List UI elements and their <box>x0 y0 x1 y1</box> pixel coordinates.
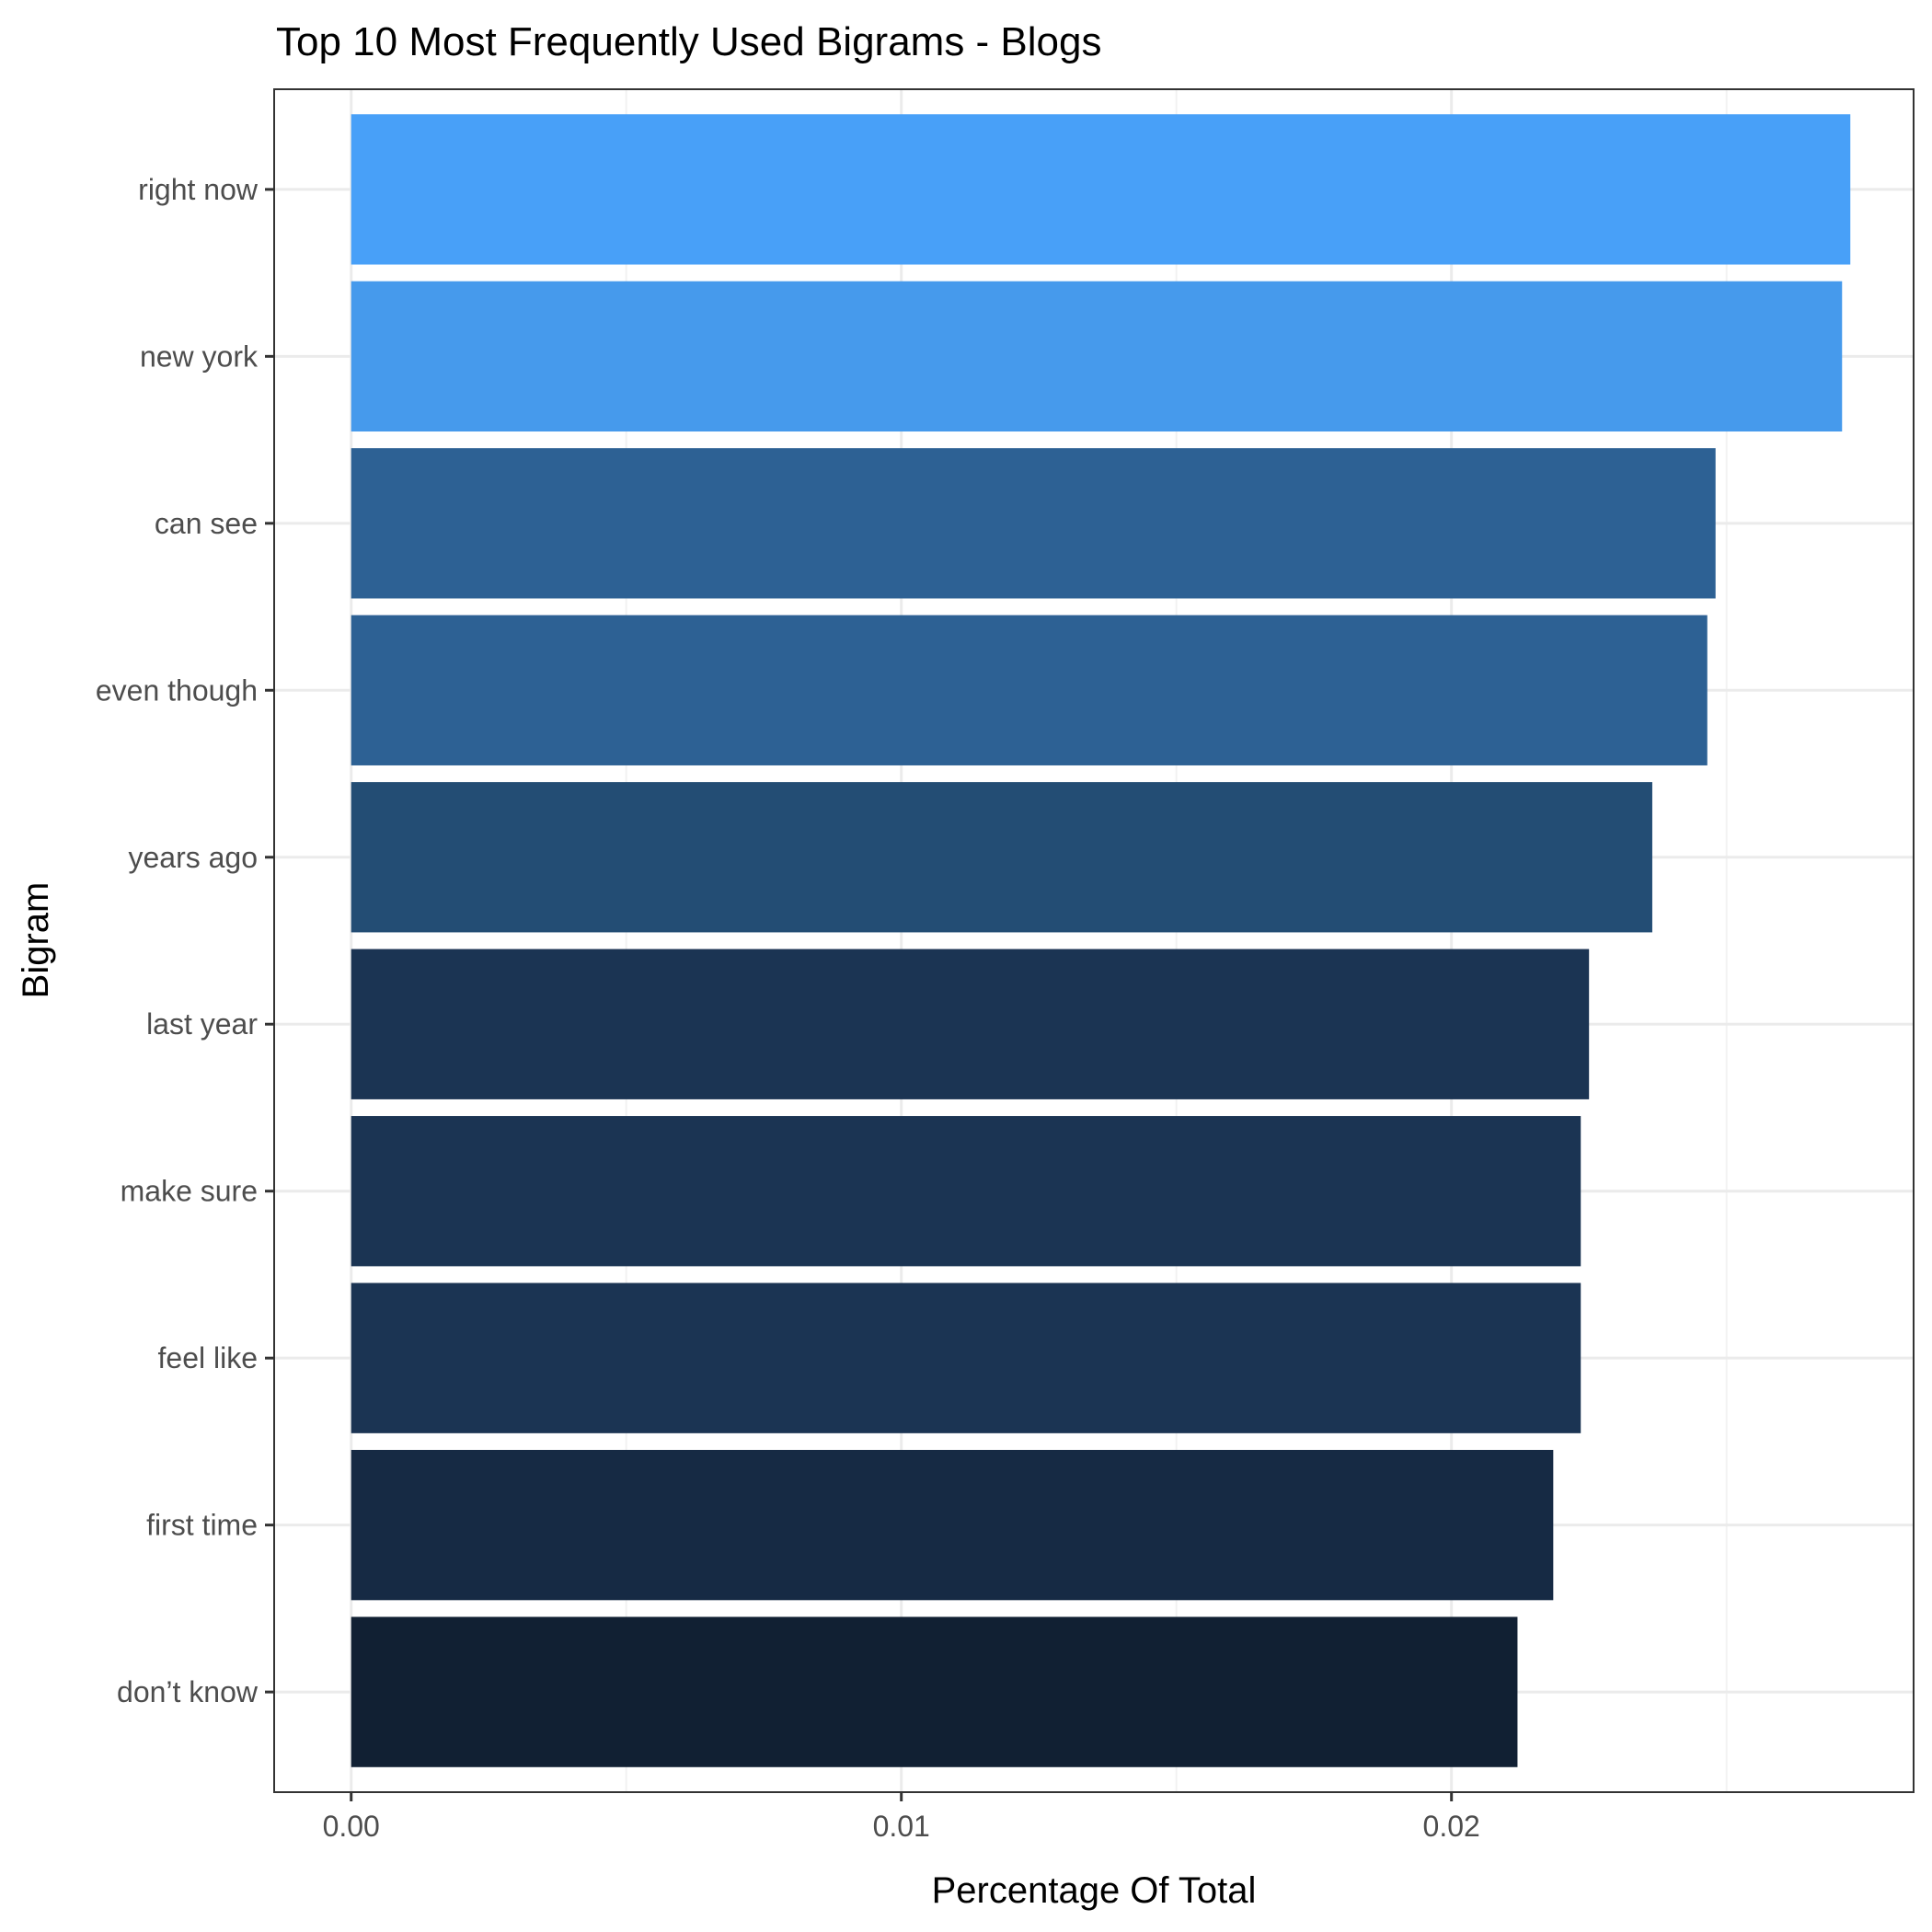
y-tick-label: even though <box>96 673 258 707</box>
y-tick-label: new york <box>140 339 259 373</box>
chart-title: Top 10 Most Frequently Used Bigrams - Bl… <box>276 19 1102 64</box>
bar <box>351 281 1843 432</box>
y-tick-label: first time <box>146 1509 258 1542</box>
bar <box>351 448 1716 599</box>
bar <box>351 114 1851 265</box>
x-axis-title: Percentage Of Total <box>932 1870 1257 1911</box>
y-tick-label: make sure <box>121 1175 258 1208</box>
y-tick-label: can see <box>155 507 258 540</box>
x-tick-label: 0.00 <box>323 1810 380 1843</box>
bar <box>351 1282 1581 1433</box>
x-axis-ticks: 0.00 0.01 0.02 <box>323 1792 1480 1843</box>
bar <box>351 782 1652 933</box>
y-axis-title: Bigram <box>16 882 56 999</box>
bar <box>351 1449 1554 1601</box>
y-tick-label: years ago <box>128 841 258 874</box>
bar <box>351 615 1708 765</box>
y-tick-label: don’t know <box>117 1675 259 1708</box>
plot-border <box>273 88 1915 1793</box>
x-tick-label: 0.01 <box>873 1810 930 1843</box>
bar <box>351 1616 1518 1767</box>
y-tick-label: last year <box>146 1007 258 1041</box>
y-tick-label: feel like <box>158 1341 259 1374</box>
bar <box>351 1116 1581 1267</box>
x-tick-label: 0.02 <box>1423 1810 1480 1843</box>
y-axis-ticks: right now new york can see even though years… <box>96 173 274 1708</box>
bar <box>351 949 1590 1099</box>
bars <box>351 114 1851 1767</box>
y-tick-label: right now <box>138 173 259 206</box>
